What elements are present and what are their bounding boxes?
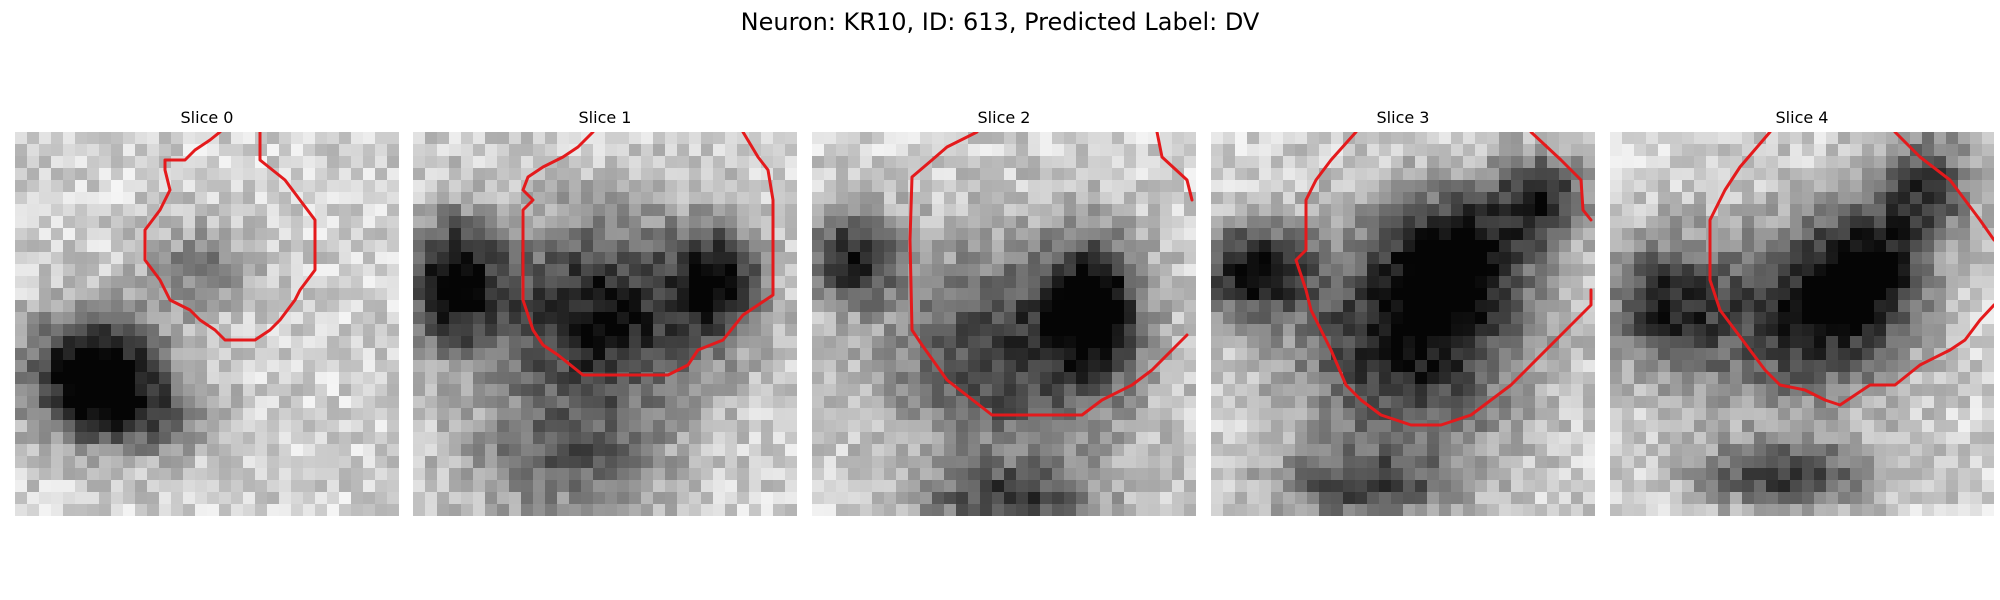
slice-panel-0: Slice 0 [15, 108, 399, 516]
neuron-contour-edge [1529, 132, 1593, 222]
neuron-contour-edge [1893, 132, 1994, 242]
slice-image [1610, 132, 1994, 516]
red-contour-overlay [908, 132, 1194, 417]
slice-title: Slice 3 [1376, 108, 1430, 127]
slice-image [413, 132, 797, 516]
slice-panel-3: Slice 3 [1211, 108, 1595, 516]
red-contour-overlay [1294, 132, 1593, 427]
neuron-contour [521, 132, 775, 377]
slice-panel-1: Slice 1 [413, 108, 797, 516]
red-contour-overlay [143, 132, 317, 342]
neuron-contour [908, 132, 1189, 417]
neuron-contour [1708, 132, 1994, 407]
neuron-contour [143, 132, 317, 342]
slice-image [1211, 132, 1595, 516]
slice-image [812, 132, 1196, 516]
figure-title: Neuron: KR10, ID: 613, Predicted Label: … [740, 8, 1260, 36]
red-contour-overlay [1708, 132, 1994, 407]
slice-panel-4: Slice 4 [1610, 108, 1994, 516]
slice-title: Slice 1 [578, 108, 632, 127]
slice-title: Slice 2 [977, 108, 1031, 127]
slice-panel-2: Slice 2 [812, 108, 1196, 516]
slice-title: Slice 4 [1775, 108, 1829, 127]
neuron-contour-edge [1155, 132, 1194, 202]
neuron-contour [1294, 132, 1593, 427]
slice-title: Slice 0 [180, 108, 234, 127]
red-contour-overlay [521, 132, 775, 377]
